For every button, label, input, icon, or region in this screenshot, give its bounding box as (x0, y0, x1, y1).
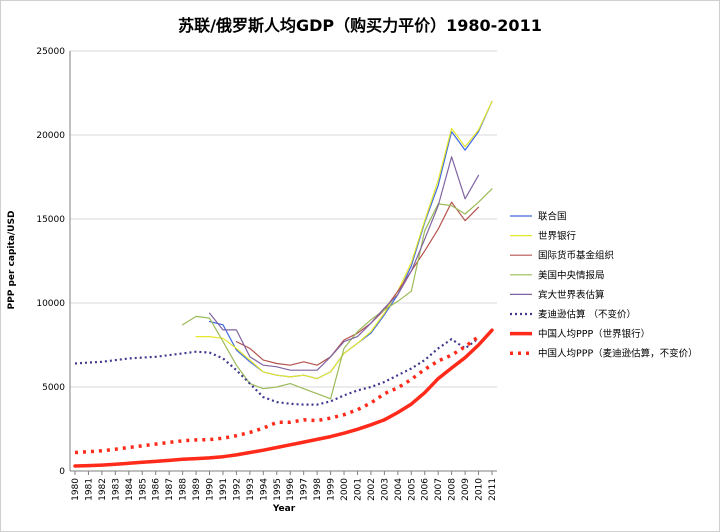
legend-label: 美国中央情报局 (538, 269, 605, 281)
x-tick-label: 1986 (152, 478, 162, 501)
x-tick-label: 1988 (179, 478, 189, 501)
y-tick-labels: 0 5000 10000 15000 20000 25000 (36, 47, 65, 477)
series-line-3 (235, 201, 480, 366)
x-tick-label: 2009 (461, 478, 471, 501)
x-tick-label: 1996 (286, 478, 296, 501)
series-line-4 (182, 188, 493, 400)
x-tick-label: 1993 (246, 478, 256, 501)
x-tick-label: 2011 (488, 478, 498, 501)
y-tick-label: 25000 (36, 47, 65, 57)
x-tick-label: 2006 (421, 478, 431, 501)
legend-label: 中国人均PPP（世界银行） (538, 328, 650, 340)
y-tick-label: 5000 (42, 383, 65, 393)
legend-label: 国际货币基金组织 (538, 250, 614, 262)
x-tick-label: 2004 (394, 478, 404, 501)
x-tick-label: 1987 (165, 478, 175, 501)
x-tick-label: 1990 (206, 478, 216, 501)
legend-label: 联合国 (538, 211, 567, 223)
x-tick-label: 1989 (192, 478, 202, 501)
series-line-6 (74, 337, 480, 406)
x-tick-label: 2005 (407, 478, 417, 501)
x-tick-label: 2007 (434, 478, 444, 501)
legend-label: 麦迪逊估算 （不变价） (538, 309, 636, 321)
x-tick-label: 1981 (84, 478, 94, 501)
x-tick-label: 2000 (340, 478, 350, 501)
x-axis-label: Year (272, 504, 296, 514)
x-tick-label: 1980 (71, 478, 81, 501)
x-tick-label: 2001 (353, 478, 363, 501)
x-tick-label: 1982 (98, 478, 108, 501)
legend-label: 宾大世界表估算 (538, 289, 605, 301)
y-tick-label: 0 (59, 467, 65, 477)
x-tick-label: 1994 (259, 478, 269, 501)
legend-label: 中国人均PPP（麦迪逊估算，不变价） (538, 348, 698, 360)
x-tick-label: 2008 (448, 478, 458, 501)
x-tick-label: 1984 (125, 478, 135, 501)
x-tick-label: 1997 (300, 478, 310, 501)
gridlines (70, 50, 497, 388)
y-axis-label: PPP per capita/USD (7, 211, 17, 310)
y-tick-label: 20000 (36, 131, 65, 141)
x-tick-label: 1991 (219, 478, 229, 501)
x-tick-label: 2010 (475, 478, 485, 501)
x-tick-label: 1995 (273, 478, 283, 501)
series-line-2 (195, 100, 493, 380)
y-tick-label: 10000 (36, 299, 65, 309)
x-tick-label: 2003 (380, 478, 390, 501)
x-tick-label: 1992 (232, 478, 242, 501)
y-tick-label: 15000 (36, 215, 65, 225)
x-tick-label: 1999 (327, 478, 337, 501)
series-lines (73, 100, 494, 468)
x-tick-label: 1983 (111, 478, 121, 501)
legend-label: 世界银行 (538, 230, 577, 242)
x-tick-label: 2002 (367, 478, 377, 501)
series-line-5 (208, 156, 480, 371)
axes (69, 51, 497, 475)
series-line-7 (73, 328, 494, 468)
chart-title: 苏联/俄罗斯人均GDP（购买力平价）1980-2011 (178, 16, 542, 35)
x-tick-label: 1998 (313, 478, 323, 501)
x-tick-label: 1985 (138, 478, 148, 501)
x-tick-labels: 1980 1981 1982 1983 1984 1985 1986 1987 1988 1989… (71, 478, 498, 501)
